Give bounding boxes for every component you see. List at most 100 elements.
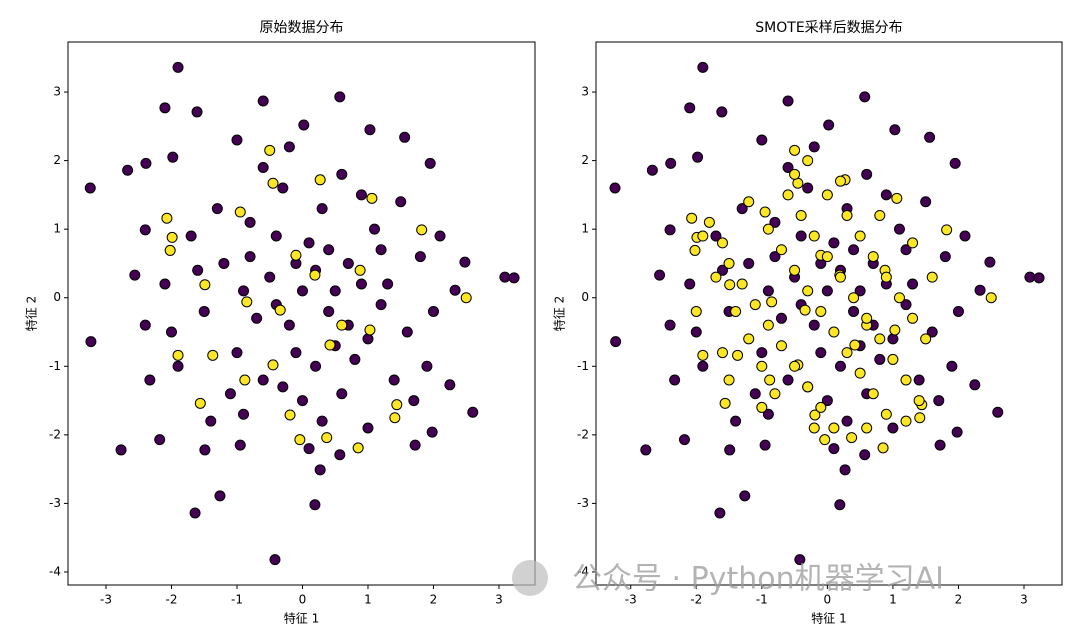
point [296, 285, 308, 297]
point [926, 271, 938, 283]
point [684, 102, 696, 114]
point [834, 499, 846, 511]
point [264, 144, 276, 156]
point [257, 374, 269, 386]
point [848, 305, 860, 317]
point [140, 157, 152, 169]
point [854, 367, 866, 379]
point [880, 408, 892, 420]
point [802, 381, 814, 393]
y-tick-label: -4 [49, 564, 61, 578]
point [861, 168, 873, 180]
point [710, 271, 722, 283]
point [640, 444, 652, 456]
x-tick-label: -3 [100, 593, 112, 607]
point [992, 406, 1004, 418]
point [1033, 272, 1045, 284]
point [434, 230, 446, 242]
point [244, 251, 256, 263]
point [764, 374, 776, 386]
point [920, 196, 932, 208]
point [364, 324, 376, 336]
x-tick-label: -3 [625, 593, 637, 607]
point [874, 209, 886, 221]
point [834, 271, 846, 283]
point [716, 106, 728, 118]
point [352, 442, 364, 454]
point [808, 422, 820, 434]
point [669, 374, 681, 386]
watermark-icon [512, 560, 548, 596]
point [324, 339, 336, 351]
point [848, 244, 860, 256]
point [736, 278, 748, 290]
point [239, 374, 251, 386]
point [389, 412, 401, 424]
y-tick-label: 3 [53, 85, 61, 99]
point [759, 206, 771, 218]
point [336, 319, 348, 331]
point [841, 347, 853, 359]
x-tick-label: 3 [495, 593, 503, 607]
y-tick-label: -1 [49, 359, 61, 373]
point [444, 379, 456, 391]
point [828, 443, 840, 455]
point [756, 360, 768, 372]
point [716, 237, 728, 249]
point [251, 312, 263, 324]
point [732, 349, 744, 361]
point [416, 224, 428, 236]
point [877, 442, 889, 454]
point [762, 285, 774, 297]
point [395, 196, 407, 208]
point [267, 177, 279, 189]
point [329, 285, 341, 297]
point [887, 333, 899, 345]
point [900, 299, 912, 311]
point [314, 174, 326, 186]
point [283, 319, 295, 331]
point [296, 395, 308, 407]
point [274, 304, 286, 316]
point [303, 443, 315, 455]
point [828, 326, 840, 338]
point [166, 231, 178, 243]
point [974, 284, 986, 296]
watermark: 公众号 · Python机器学习AI [572, 562, 944, 597]
point [364, 124, 376, 136]
point [224, 388, 236, 400]
x-tick-label: 0 [299, 593, 307, 607]
point [459, 256, 471, 268]
point [926, 326, 938, 338]
point [690, 305, 702, 317]
point [334, 449, 346, 461]
point [789, 168, 801, 180]
point [759, 439, 771, 451]
y-tick-label: -3 [49, 496, 61, 510]
point [933, 395, 945, 407]
point [277, 381, 289, 393]
point [316, 415, 328, 427]
point [689, 244, 701, 256]
axes-frame [67, 41, 536, 586]
point [724, 279, 736, 291]
point [421, 360, 433, 372]
point [794, 554, 806, 566]
point [782, 95, 794, 107]
point [185, 230, 197, 242]
point [234, 439, 246, 451]
point [362, 333, 374, 345]
point [241, 296, 253, 308]
point [789, 360, 801, 372]
point [646, 164, 658, 176]
point [424, 157, 436, 169]
point [144, 374, 156, 386]
point [161, 212, 173, 224]
point [159, 278, 171, 290]
x-tick-label: 2 [955, 593, 963, 607]
point [369, 223, 381, 235]
x-tick-label: -1 [756, 593, 768, 607]
point [159, 102, 171, 114]
point [697, 230, 709, 242]
